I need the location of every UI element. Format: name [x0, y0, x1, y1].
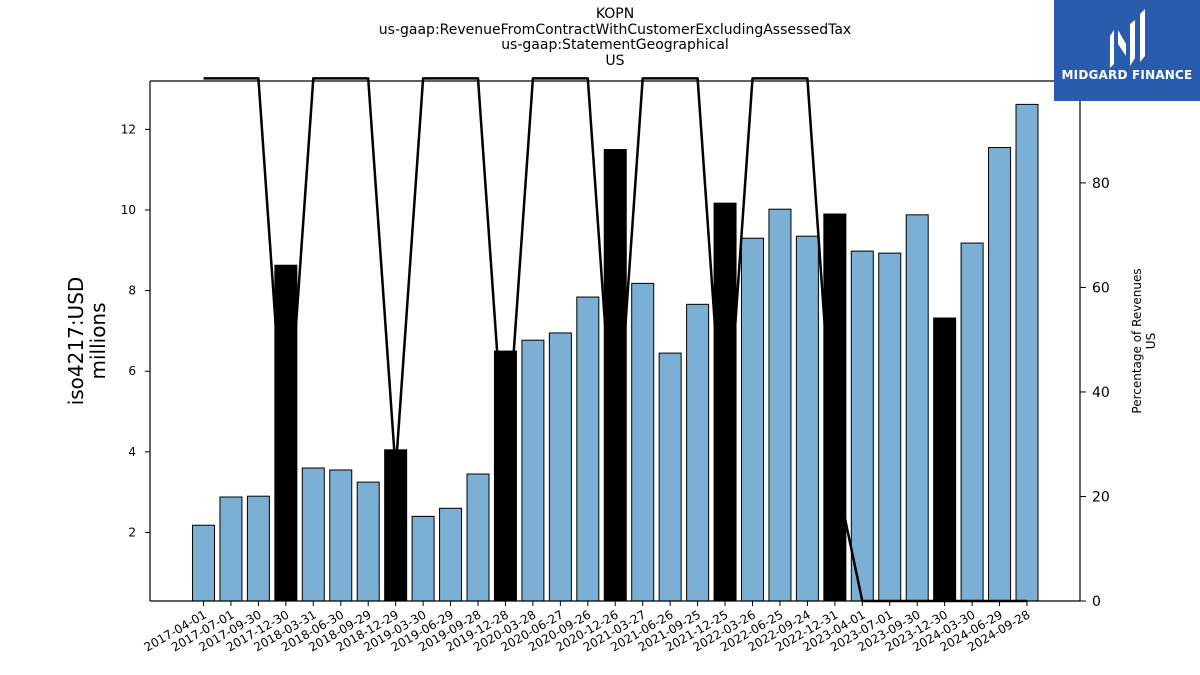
- bar: [576, 296, 600, 602]
- bar: [548, 332, 572, 602]
- midgard-finance-logo: MIDGARD FINANCE: [1054, 0, 1200, 101]
- bar: [795, 235, 819, 602]
- bar: [1015, 103, 1039, 602]
- y-tick-label: 8: [128, 284, 136, 298]
- bar: [768, 208, 792, 602]
- bar: [960, 242, 984, 602]
- bar: [741, 237, 764, 602]
- bar: [631, 282, 655, 602]
- bar: [905, 214, 929, 602]
- chart-title-block: KOPN us-gaap:RevenueFromContractWithCust…: [150, 6, 1080, 69]
- y-tick-label: 4: [128, 445, 136, 459]
- bar: [301, 467, 325, 602]
- chart-title-ticker: KOPN: [595, 6, 635, 22]
- y-axis-label: iso4217:USDmillions: [64, 277, 110, 406]
- bar: [658, 352, 682, 602]
- bar: [713, 202, 737, 602]
- bar: [329, 469, 353, 602]
- y2-tick-label: 40: [1092, 385, 1110, 401]
- bar: [988, 147, 1012, 602]
- y2-tick-label: 20: [1092, 489, 1110, 505]
- y2-tick-label: 60: [1092, 280, 1110, 296]
- bar: [274, 264, 298, 602]
- bar: [686, 303, 710, 602]
- bar: [411, 515, 435, 602]
- bar: [933, 317, 957, 602]
- bar: [823, 213, 847, 602]
- chart-title-axis: us-gaap:StatementGeographical: [501, 37, 729, 53]
- bar: [356, 481, 380, 602]
- y2-axis-label-line: US: [1144, 333, 1158, 349]
- bar: [466, 473, 490, 602]
- bar: [384, 449, 408, 602]
- chart-title-concept: us-gaap:RevenueFromContractWithCustomerE…: [378, 21, 852, 38]
- y2-axis-label-line: Percentage of Revenues: [1130, 268, 1144, 413]
- y-tick-label: 6: [128, 364, 136, 378]
- chart-title-member: US: [605, 52, 625, 69]
- logo-text: MIDGARD FINANCE: [1061, 68, 1193, 82]
- y-tick-label: 10: [121, 203, 136, 217]
- y-tick-label: 12: [121, 122, 136, 136]
- y2-tick-label: 0: [1092, 594, 1101, 610]
- bar: [246, 495, 270, 602]
- bar: [192, 524, 215, 602]
- y-tick-label: 2: [128, 525, 136, 539]
- bar: [878, 252, 902, 602]
- bar: [439, 507, 463, 602]
- y-axis-label-line: millions: [86, 302, 110, 379]
- y-axis-label-line: iso4217:USD: [64, 277, 88, 406]
- midgard-logo-icon: [1110, 9, 1145, 68]
- bar: [850, 250, 874, 602]
- bar: [493, 350, 517, 602]
- y2-tick-label: 80: [1092, 176, 1110, 192]
- y2-axis-label: Percentage of RevenuesUS: [1130, 268, 1158, 413]
- bar: [219, 496, 243, 602]
- bar: [521, 339, 545, 602]
